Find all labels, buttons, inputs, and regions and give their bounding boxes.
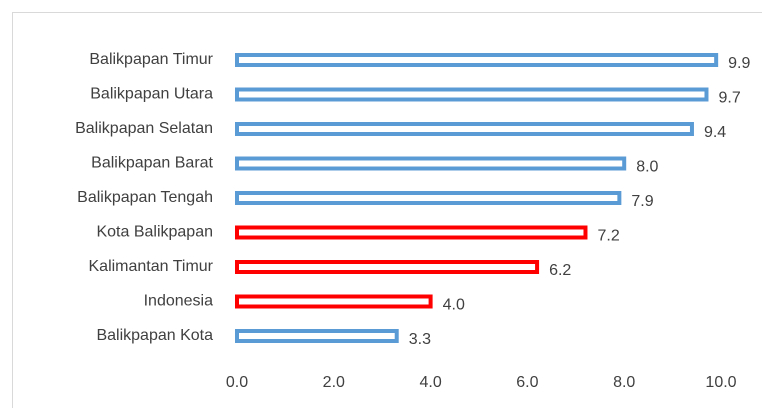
bar bbox=[235, 53, 719, 67]
x-tick-label: 10.0 bbox=[705, 374, 736, 391]
x-tick-label: 6.0 bbox=[516, 374, 538, 391]
x-tick-label: 4.0 bbox=[419, 374, 441, 391]
value-label: 6.2 bbox=[549, 262, 571, 279]
bar bbox=[235, 260, 540, 274]
bar bbox=[235, 329, 399, 343]
chart-frame bbox=[12, 12, 762, 408]
bar bbox=[235, 156, 627, 171]
y-tick-label: Balikpapan Timur bbox=[89, 51, 213, 68]
x-tick-label: 8.0 bbox=[613, 374, 635, 391]
value-label: 8.0 bbox=[636, 159, 658, 176]
value-label: 7.2 bbox=[597, 228, 619, 245]
y-tick-label: Balikpapan Barat bbox=[91, 155, 213, 172]
y-tick-label: Balikpapan Utara bbox=[90, 86, 213, 103]
y-tick-label: Indonesia bbox=[144, 293, 213, 310]
value-label: 7.9 bbox=[631, 193, 653, 210]
y-tick-label: Balikpapan Selatan bbox=[75, 120, 213, 137]
value-label: 9.4 bbox=[704, 124, 726, 141]
bar bbox=[235, 225, 588, 240]
y-tick-label: Balikpapan Kota bbox=[96, 327, 213, 344]
x-tick-label: 2.0 bbox=[323, 374, 345, 391]
y-tick-label: Kalimantan Timur bbox=[89, 258, 214, 275]
value-label: 4.0 bbox=[443, 297, 465, 314]
y-tick-label: Balikpapan Tengah bbox=[77, 189, 213, 206]
value-label: 3.3 bbox=[409, 331, 431, 348]
y-tick-label: Kota Balikpapan bbox=[96, 224, 213, 241]
bar bbox=[235, 294, 433, 309]
x-tick-label: 0.0 bbox=[226, 374, 248, 391]
bar bbox=[235, 87, 709, 102]
value-label: 9.7 bbox=[718, 90, 740, 107]
value-label: 9.9 bbox=[728, 55, 750, 72]
bar bbox=[235, 122, 694, 136]
bar bbox=[235, 191, 622, 205]
